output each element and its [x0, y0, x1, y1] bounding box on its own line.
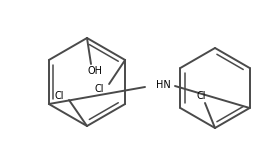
Text: Cl: Cl	[94, 84, 104, 94]
Text: HN: HN	[156, 80, 170, 90]
Text: Cl: Cl	[196, 91, 206, 101]
Text: OH: OH	[88, 66, 102, 76]
Text: Cl: Cl	[54, 91, 64, 101]
